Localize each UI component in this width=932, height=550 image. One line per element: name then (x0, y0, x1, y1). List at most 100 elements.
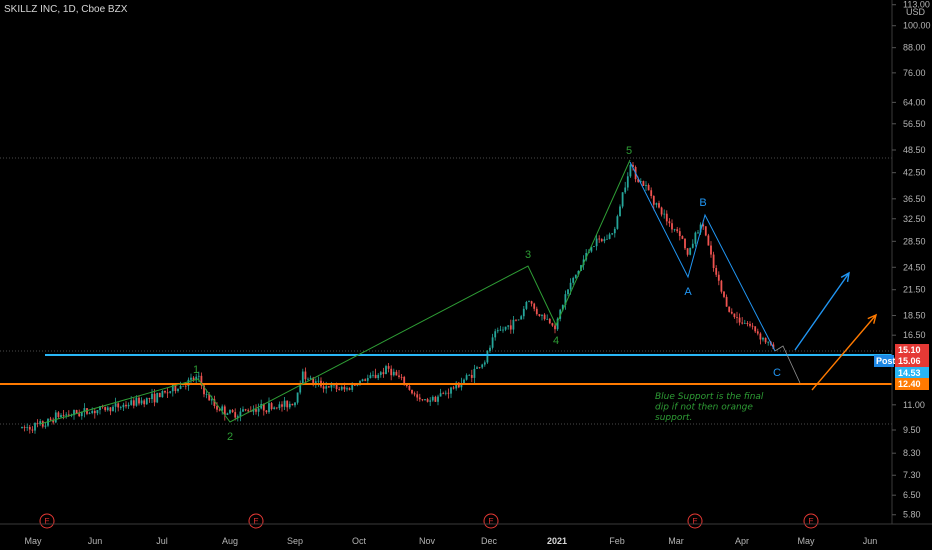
candle-body (392, 371, 395, 376)
candle-body (234, 412, 237, 418)
candle-body (572, 277, 575, 283)
candle-body (715, 267, 718, 275)
candle-body (684, 238, 686, 249)
candle-body (697, 232, 699, 234)
wave-label: 4 (553, 335, 559, 347)
candle-body (28, 426, 31, 430)
candle-body (247, 410, 250, 412)
price-tick-label: 6.50 (903, 490, 921, 500)
time-axis: May Jun Jul Aug Sep Oct Nov Dec 2021 Feb Mar Apr May… (0, 523, 932, 546)
candle-body (678, 231, 681, 237)
candle-body (309, 377, 312, 379)
candle-body (650, 190, 653, 197)
price-tick-label: 11.00 (903, 400, 925, 410)
candle-body (283, 400, 286, 407)
candle-body (296, 392, 299, 403)
candle-body (447, 392, 450, 394)
candle-body (226, 413, 229, 415)
candle-body (608, 234, 611, 239)
candle-body (611, 233, 614, 235)
candle-body (468, 374, 471, 376)
candle-body (294, 402, 296, 406)
candle-body (171, 384, 174, 392)
candle-body (452, 387, 455, 389)
candle-body (54, 412, 57, 423)
candle-body (60, 415, 62, 418)
candle-body (520, 316, 523, 320)
candle-body (408, 386, 411, 390)
candle-body (457, 382, 460, 388)
candle-body (522, 308, 525, 317)
candle-body (39, 421, 42, 424)
candle-body (369, 375, 372, 379)
candle-body (161, 390, 164, 398)
candle-body (223, 406, 226, 415)
candle-body (600, 239, 603, 242)
candle-body (93, 410, 96, 414)
candle-body (130, 400, 133, 405)
price-tag (895, 378, 929, 390)
candle-body (751, 325, 754, 327)
candle-body (663, 213, 666, 215)
price-tick-label: 100.00 (903, 21, 931, 31)
candle-body (327, 386, 330, 388)
candle-body (273, 407, 276, 410)
candle-body (182, 385, 185, 387)
month-label: May (797, 536, 815, 546)
blue-projection-arrow-head (840, 271, 850, 282)
candle-body (590, 246, 593, 252)
candle-body (660, 207, 663, 215)
earnings-event-label: E (692, 517, 697, 526)
candle-body (312, 377, 315, 383)
candle-body (585, 253, 588, 260)
month-label: Feb (609, 536, 625, 546)
earnings-event-icon (483, 513, 499, 529)
earnings-event-icon (248, 513, 264, 529)
price-tag-label: Post (876, 356, 896, 366)
candle-body (629, 164, 632, 177)
candle-body (122, 404, 125, 408)
candle-body (52, 419, 55, 423)
candle-body (395, 371, 398, 376)
candle-body (322, 386, 325, 389)
price-tick-label: 18.50 (903, 311, 926, 321)
candle-body (652, 196, 655, 205)
candle-body (564, 294, 567, 305)
candle-body (205, 394, 208, 395)
candle-body (502, 329, 504, 331)
candle-body (418, 397, 421, 400)
candle-body (541, 314, 543, 316)
candle-body (197, 375, 200, 377)
candle-body (637, 179, 640, 182)
candle-body (252, 409, 255, 412)
candle-body (348, 388, 351, 390)
month-label: Aug (222, 536, 238, 546)
candle-body (621, 192, 624, 207)
annotation-line: support. (655, 413, 692, 423)
candle-body (548, 318, 551, 324)
candle-body (595, 238, 598, 247)
candle-body (132, 400, 135, 406)
candle-body (489, 347, 491, 352)
candle-body (465, 375, 468, 380)
candle-body (231, 410, 234, 413)
candle-body (31, 429, 34, 431)
candle-body (179, 385, 182, 389)
candle-body (619, 206, 621, 217)
earnings-event-label: E (808, 517, 813, 526)
candle-body (574, 274, 577, 278)
month-label: Sep (287, 536, 303, 546)
candle-body (530, 301, 533, 304)
wave-label: B (699, 197, 706, 209)
candle-body (733, 313, 736, 318)
candle-body (598, 238, 601, 240)
wave-label: 1 (193, 364, 199, 376)
candle-body (400, 376, 403, 378)
candle-body (580, 265, 582, 271)
candle-body (83, 408, 86, 412)
wave-label: C (773, 367, 781, 379)
earnings-event-icon (687, 513, 703, 529)
candle-body (647, 184, 650, 191)
